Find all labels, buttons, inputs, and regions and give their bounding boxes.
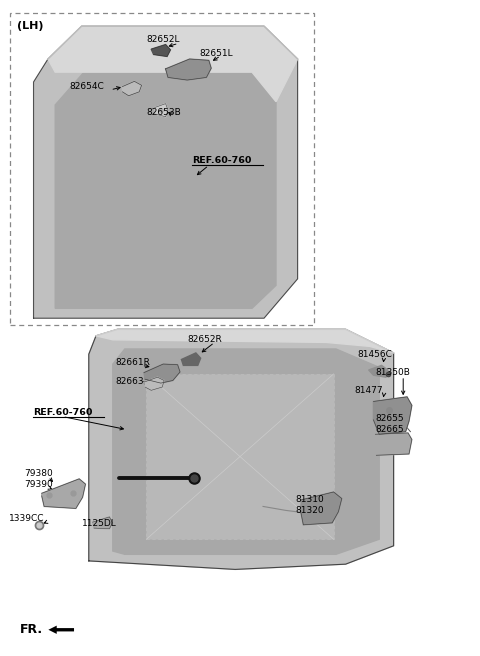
Text: REF.60-760: REF.60-760 bbox=[192, 156, 252, 165]
Text: 82655: 82655 bbox=[376, 414, 405, 423]
Text: 82661R: 82661R bbox=[115, 358, 150, 367]
Text: FR.: FR. bbox=[20, 623, 43, 636]
Text: 82653B: 82653B bbox=[146, 108, 181, 117]
FancyBboxPatch shape bbox=[146, 374, 334, 539]
Text: 82665: 82665 bbox=[376, 425, 405, 434]
Text: 82651L: 82651L bbox=[199, 49, 233, 58]
Polygon shape bbox=[369, 365, 388, 377]
Polygon shape bbox=[42, 479, 85, 508]
Text: 82654C: 82654C bbox=[70, 81, 104, 91]
Polygon shape bbox=[375, 433, 412, 455]
Text: 1125DL: 1125DL bbox=[82, 519, 116, 528]
Text: 79380: 79380 bbox=[24, 468, 53, 478]
Text: 79390: 79390 bbox=[24, 480, 53, 489]
Polygon shape bbox=[89, 329, 394, 569]
Polygon shape bbox=[34, 26, 298, 318]
Polygon shape bbox=[144, 364, 180, 383]
Polygon shape bbox=[155, 104, 168, 117]
Polygon shape bbox=[181, 353, 201, 365]
Polygon shape bbox=[113, 349, 379, 554]
Text: 82652R: 82652R bbox=[187, 335, 222, 344]
Polygon shape bbox=[55, 72, 276, 308]
Text: 81456C: 81456C bbox=[358, 350, 393, 359]
Polygon shape bbox=[122, 81, 142, 96]
Text: 81320: 81320 bbox=[295, 506, 324, 515]
Polygon shape bbox=[373, 397, 412, 434]
Polygon shape bbox=[166, 59, 211, 80]
Text: 82663: 82663 bbox=[115, 377, 144, 386]
Text: 81477: 81477 bbox=[354, 386, 383, 395]
Text: 1339CC: 1339CC bbox=[9, 514, 44, 523]
Polygon shape bbox=[151, 45, 170, 56]
Text: REF.60-760: REF.60-760 bbox=[33, 407, 92, 417]
Polygon shape bbox=[93, 517, 112, 529]
Polygon shape bbox=[96, 329, 394, 353]
Polygon shape bbox=[300, 492, 342, 525]
Polygon shape bbox=[48, 26, 298, 102]
Text: (LH): (LH) bbox=[17, 21, 43, 31]
Text: 81310: 81310 bbox=[295, 495, 324, 504]
Polygon shape bbox=[145, 377, 164, 390]
Text: 81350B: 81350B bbox=[376, 368, 411, 377]
Text: 82652L: 82652L bbox=[146, 35, 180, 44]
